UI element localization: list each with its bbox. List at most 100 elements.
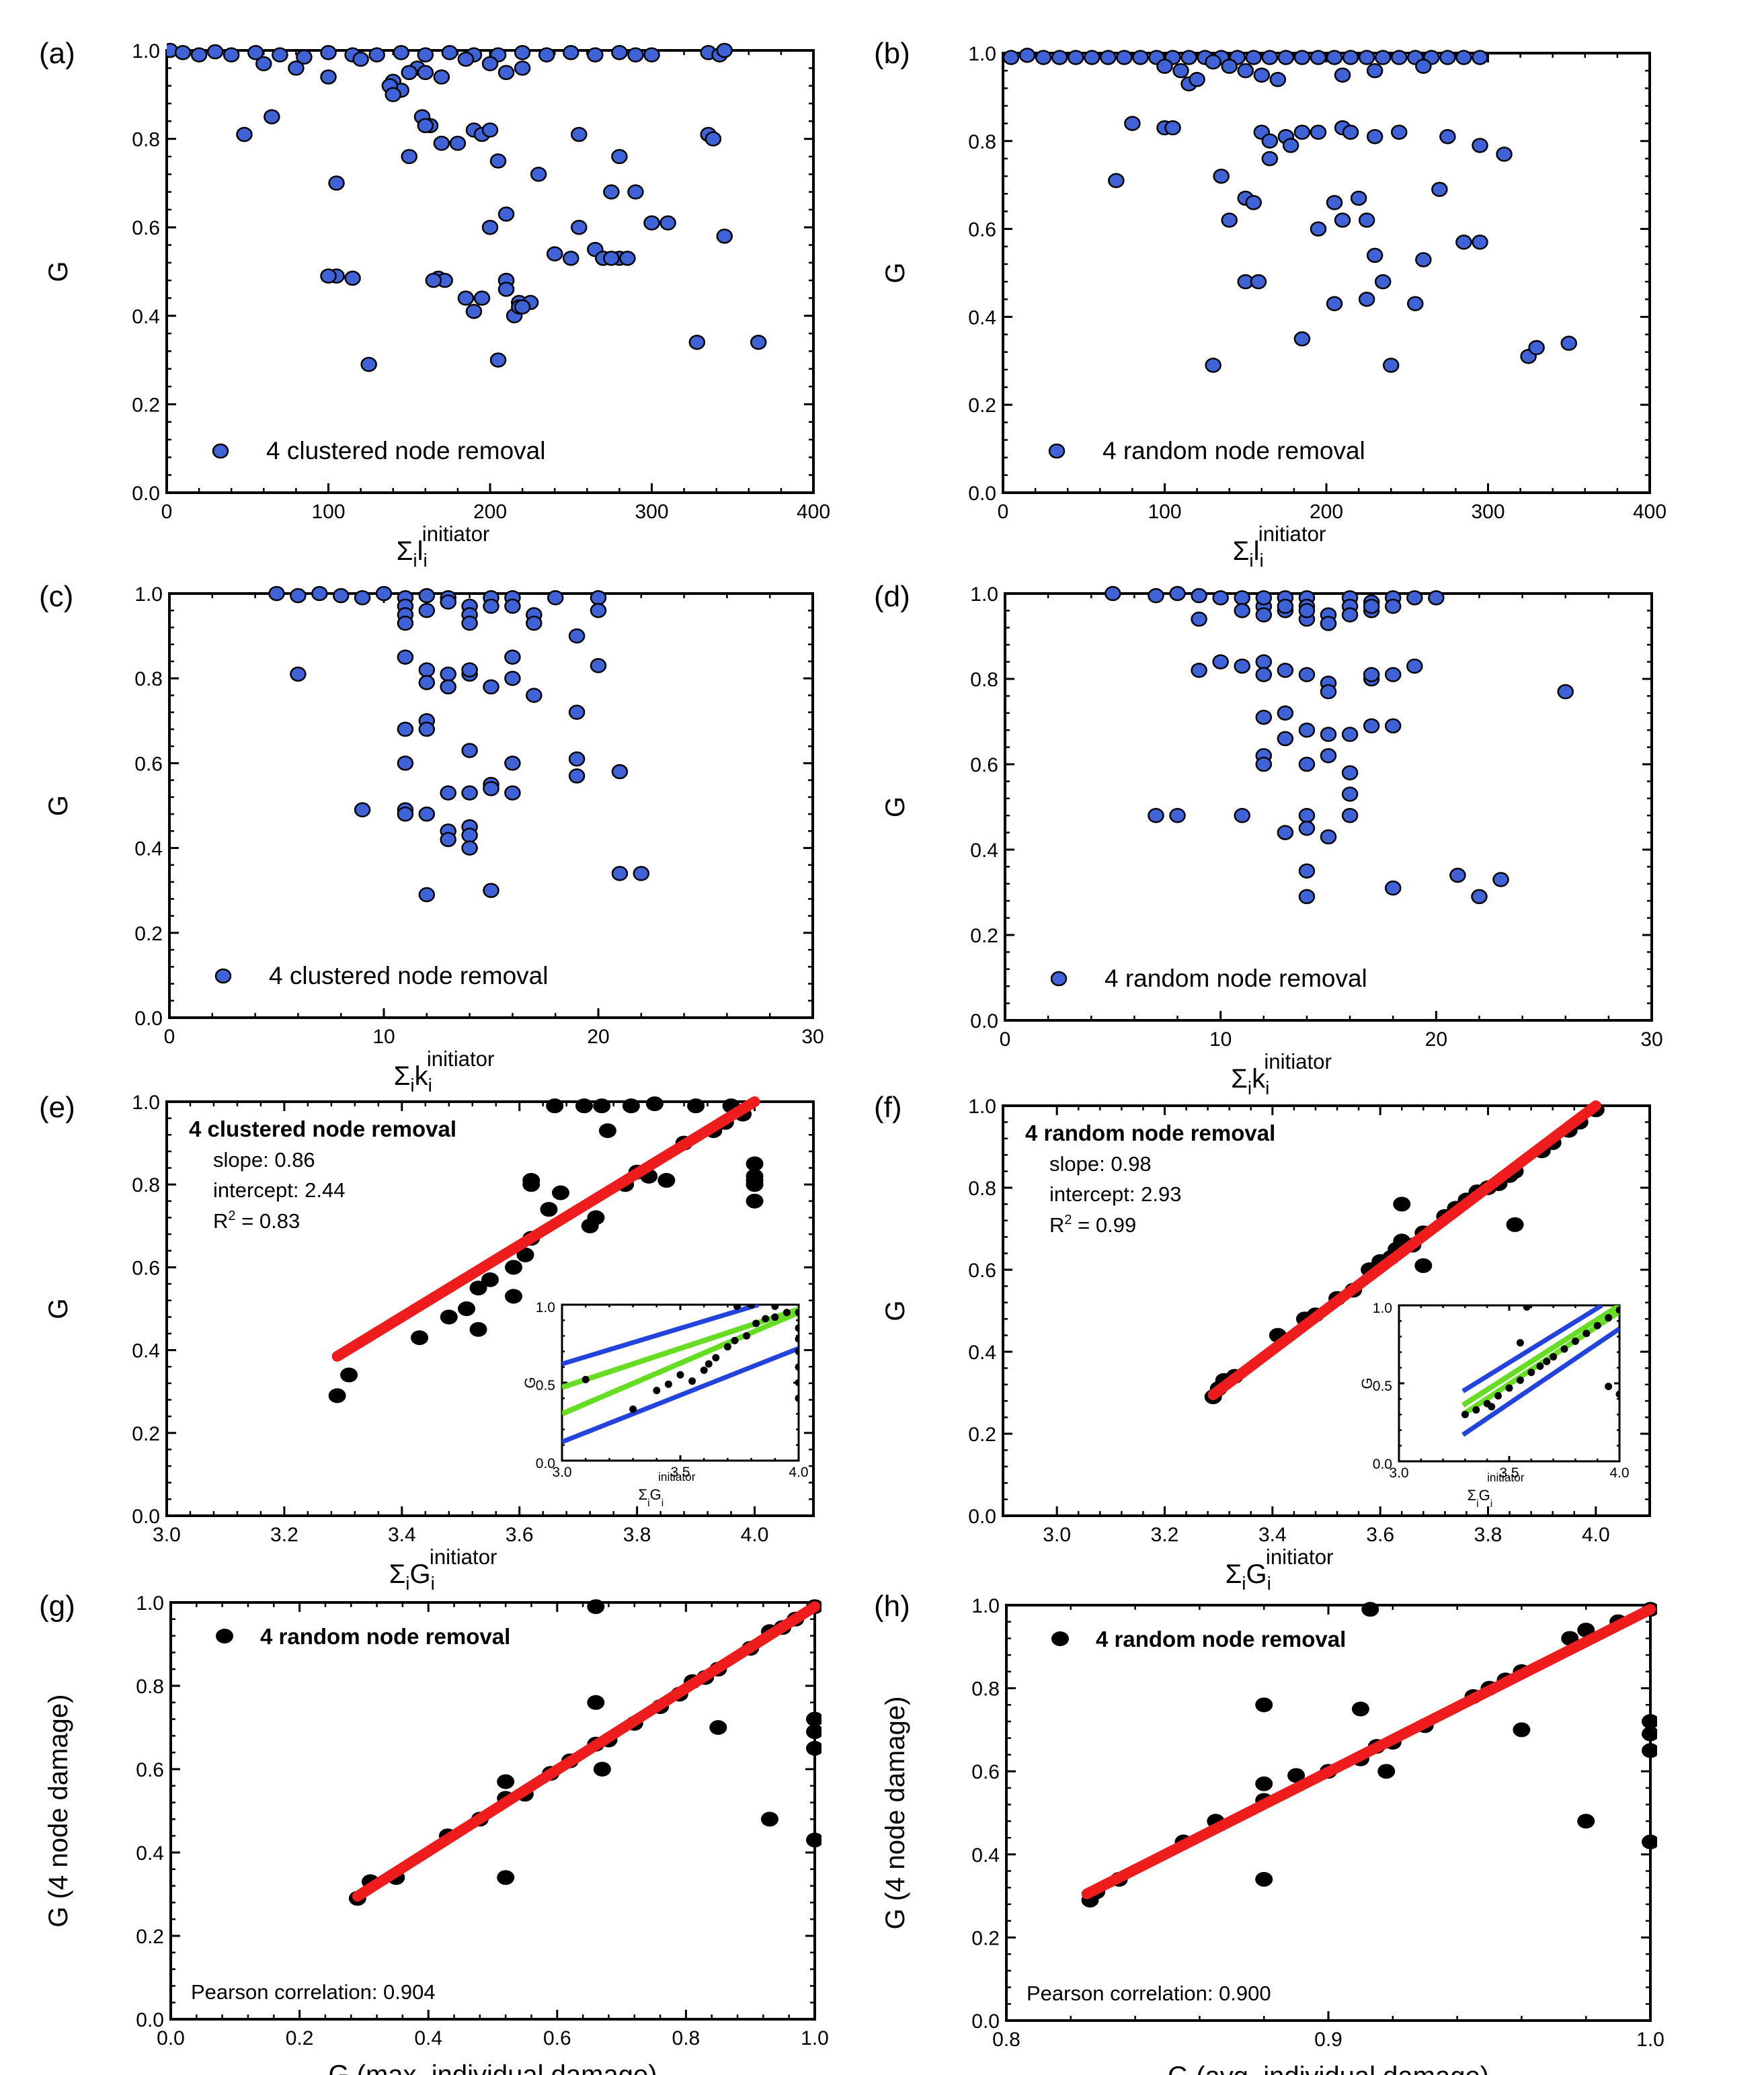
data-point bbox=[1003, 50, 1020, 65]
r-squared-annotation: R2 = 0.83 bbox=[213, 1209, 300, 1233]
data-point bbox=[1415, 252, 1432, 268]
x-axis-tick-label: 10 bbox=[372, 1026, 395, 1048]
y-axis-tick-label: 1.0 bbox=[971, 1595, 1000, 1617]
data-point bbox=[1255, 756, 1273, 772]
x-axis-tick-label: 10 bbox=[1209, 1028, 1232, 1051]
data-point bbox=[516, 1247, 534, 1262]
data-point bbox=[449, 135, 467, 151]
data-point bbox=[1255, 1776, 1273, 1791]
legend-marker bbox=[212, 443, 229, 459]
data-point bbox=[354, 802, 371, 818]
data-point bbox=[174, 45, 192, 60]
data-point bbox=[587, 1210, 605, 1225]
chart-panel-4: (e) 3.0 3.2 3.4 3.6 3.8 4.0 0.0 0.2 0.4 0.6 0.8 1.0 G… bbox=[39, 1091, 815, 1594]
data-point bbox=[746, 1193, 764, 1209]
data-point bbox=[1363, 598, 1380, 614]
data-point bbox=[1298, 889, 1316, 905]
panel-label: (b) bbox=[874, 37, 910, 70]
data-point bbox=[1255, 667, 1273, 682]
y-axis-tick-label: 0.0 bbox=[971, 2010, 1000, 2033]
data-point bbox=[288, 60, 305, 76]
inset-data-point bbox=[795, 1348, 799, 1356]
data-point bbox=[1148, 587, 1164, 604]
data-point bbox=[1191, 663, 1207, 678]
data-point bbox=[1472, 50, 1488, 65]
data-point bbox=[540, 1202, 558, 1217]
data-point bbox=[1393, 1196, 1411, 1212]
y-axis-tick-label: 1.0 bbox=[132, 40, 160, 63]
y-axis-tick-label: 0.4 bbox=[136, 1842, 164, 1865]
data-point bbox=[417, 65, 434, 81]
data-point bbox=[1374, 50, 1392, 65]
data-point bbox=[385, 87, 401, 103]
data-point bbox=[1557, 684, 1574, 700]
data-point bbox=[1148, 807, 1164, 823]
inset-data-point bbox=[1605, 1383, 1613, 1391]
x-axis-title: G (avg. individual damage) bbox=[1168, 2062, 1489, 2075]
data-point bbox=[1326, 195, 1343, 210]
inset-x-axis-title: ΣiGiinitiator bbox=[639, 1470, 696, 1509]
data-point bbox=[750, 335, 767, 350]
data-point bbox=[1234, 807, 1250, 823]
legend-marker bbox=[214, 968, 232, 984]
y-axis-tick-label: 1.0 bbox=[136, 1592, 164, 1615]
data-point bbox=[1366, 129, 1384, 145]
inset-x-axis-title: ΣiGiinitiator bbox=[1468, 1471, 1525, 1510]
data-point bbox=[418, 721, 436, 737]
data-point bbox=[538, 47, 555, 63]
y-axis-tick-label: 0.2 bbox=[132, 394, 160, 416]
data-point bbox=[568, 628, 586, 644]
data-point bbox=[268, 585, 285, 602]
data-point bbox=[598, 1123, 616, 1139]
data-point bbox=[264, 109, 280, 124]
data-point bbox=[1384, 718, 1402, 734]
legend-marker bbox=[1051, 1631, 1069, 1646]
data-point bbox=[1428, 590, 1445, 606]
r-squared-annotation: R2 = 0.99 bbox=[1049, 1213, 1136, 1237]
y-axis-title: G bbox=[44, 795, 73, 816]
data-point bbox=[1221, 212, 1238, 228]
y-axis-tick-label: 0.6 bbox=[132, 217, 160, 239]
data-point bbox=[483, 598, 499, 614]
data-point bbox=[1277, 825, 1294, 840]
data-point bbox=[619, 251, 636, 266]
data-point bbox=[1377, 1764, 1396, 1779]
inset-data-point bbox=[1494, 1392, 1502, 1400]
data-point bbox=[1213, 168, 1230, 184]
data-point bbox=[461, 827, 478, 843]
data-point bbox=[1298, 821, 1316, 836]
x-axis-tick-label: 20 bbox=[1425, 1028, 1447, 1051]
y-axis-tick-label: 0.6 bbox=[971, 1761, 1000, 1783]
inset-data-point bbox=[1523, 1305, 1531, 1311]
data-point bbox=[465, 303, 483, 319]
panel-label: (c) bbox=[39, 580, 73, 613]
data-point bbox=[328, 175, 345, 191]
y-axis-tick-label: 1.0 bbox=[968, 1096, 996, 1118]
legend-marker bbox=[1050, 971, 1068, 987]
x-axis-tick-label: 400 bbox=[797, 501, 830, 523]
data-point bbox=[1320, 748, 1337, 764]
data-point bbox=[1382, 358, 1400, 373]
y-axis-tick-label: 0.8 bbox=[968, 1178, 996, 1200]
data-point bbox=[1277, 705, 1294, 721]
data-point bbox=[587, 47, 604, 63]
inset-data-point bbox=[1472, 1406, 1480, 1414]
data-point bbox=[1320, 727, 1337, 742]
data-point bbox=[1310, 50, 1327, 65]
y-axis-tick-label: 0.2 bbox=[134, 923, 163, 945]
data-point bbox=[546, 1098, 564, 1114]
data-point bbox=[1320, 684, 1337, 700]
data-point bbox=[481, 219, 499, 235]
y-axis-tick-label: 0.2 bbox=[132, 1423, 160, 1445]
slope-annotation: slope: 0.98 bbox=[1049, 1152, 1152, 1176]
data-point bbox=[1455, 234, 1472, 250]
data-point bbox=[418, 887, 436, 903]
data-point bbox=[1455, 50, 1472, 65]
x-axis-tick-label: 30 bbox=[801, 1026, 824, 1048]
y-axis-tick-label: 0.6 bbox=[970, 754, 998, 776]
data-point bbox=[469, 1280, 487, 1296]
inset-data-point bbox=[752, 1319, 760, 1328]
inset-data-point bbox=[795, 1309, 799, 1317]
data-point bbox=[418, 587, 436, 604]
y-axis-tick-label: 0.6 bbox=[134, 753, 163, 775]
